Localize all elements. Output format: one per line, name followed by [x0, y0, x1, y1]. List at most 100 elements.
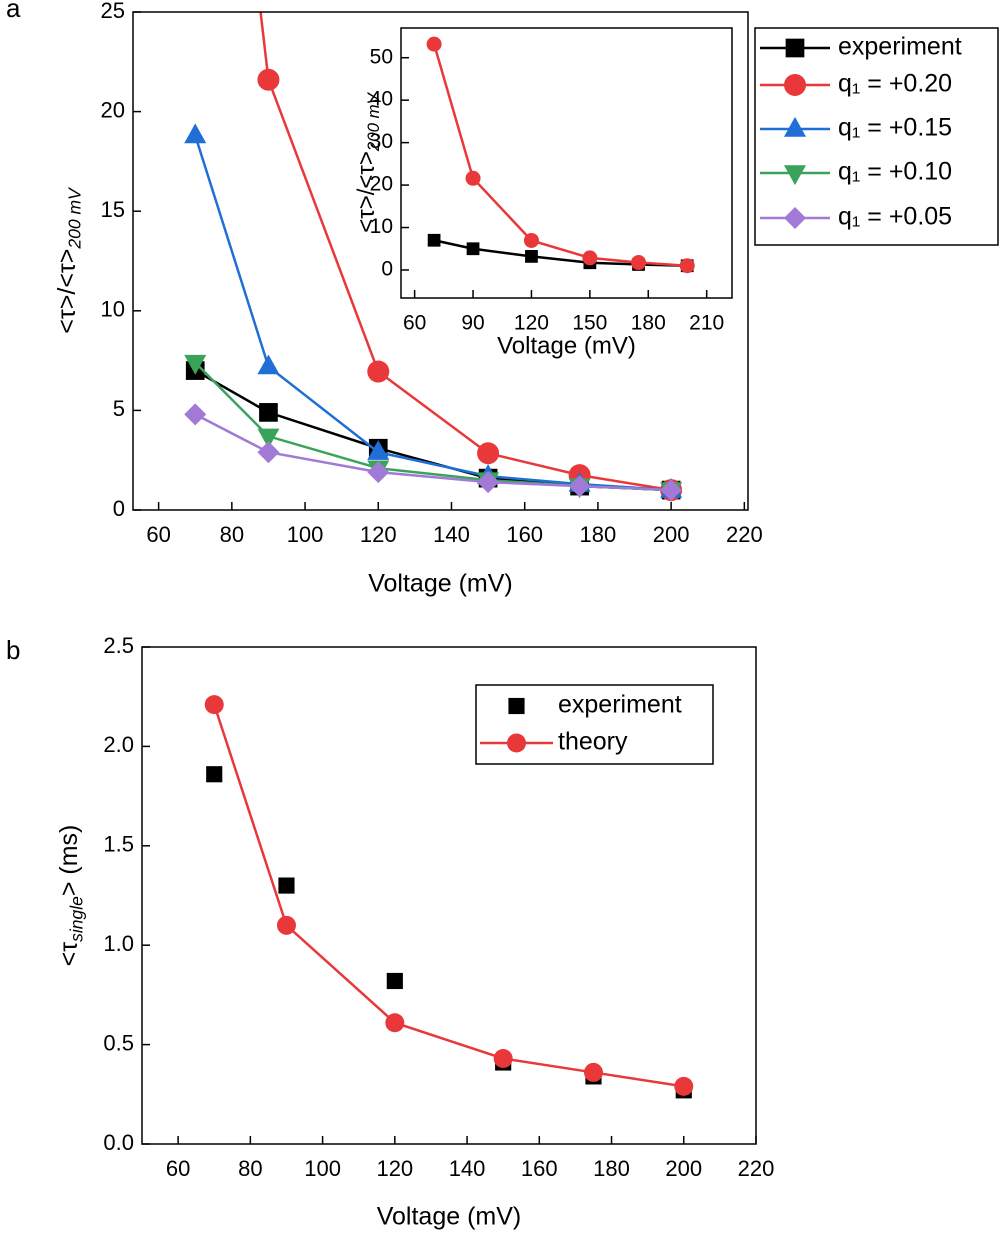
marker	[257, 354, 280, 375]
series-line	[213, 704, 684, 1088]
x-axis-label: Voltage (mV)	[497, 332, 636, 359]
plot-series	[426, 36, 695, 274]
y-axis-label-main: <τ>/<τ>	[353, 151, 380, 233]
x-tick-label: 200	[665, 1156, 702, 1181]
x-tick-label: 100	[304, 1156, 341, 1181]
marker	[466, 242, 480, 256]
marker	[679, 258, 695, 274]
marker	[257, 68, 280, 91]
panel-label: b	[6, 635, 20, 665]
marker	[631, 255, 647, 271]
y-axis-label: <τ>/<τ>200 mV	[353, 91, 383, 232]
y-tick-label: 0	[381, 258, 393, 281]
x-tick-label: 200	[653, 522, 690, 547]
marker	[582, 250, 598, 266]
legend-marker	[784, 74, 806, 96]
marker	[660, 479, 683, 502]
y-tick-label: 1.5	[103, 832, 134, 857]
marker	[184, 354, 207, 375]
x-tick-label: 120	[360, 522, 397, 547]
marker	[427, 233, 441, 247]
x-tick-label: 60	[403, 312, 426, 335]
legend-marker	[508, 697, 525, 715]
y-tick-label: 50	[370, 45, 393, 68]
y-axis-label-subscript: single	[66, 896, 86, 942]
y-tick-label: 30	[370, 130, 393, 153]
x-axis-label: Voltage (mV)	[377, 1203, 522, 1231]
x-tick-label: 80	[220, 522, 244, 547]
plot-series	[184, 12, 683, 503]
x-axis-label: Voltage (mV)	[368, 570, 513, 598]
legend-label: experiment	[558, 691, 682, 719]
legend-label: theory	[558, 728, 628, 756]
y-tick-label: 15	[101, 197, 125, 222]
y-tick-label: 40	[370, 88, 393, 111]
marker	[477, 442, 500, 465]
legend-label: q₁ = +0.15	[838, 114, 952, 142]
marker	[184, 123, 207, 144]
panel-label: a	[6, 0, 21, 23]
marker	[385, 1013, 405, 1033]
x-tick-label: 120	[376, 1156, 413, 1181]
marker	[367, 360, 390, 383]
legend-label: q₁ = +0.10	[838, 158, 952, 186]
x-tick-label: 180	[631, 312, 666, 335]
marker	[465, 170, 481, 186]
marker	[493, 1049, 513, 1069]
series-line	[432, 43, 688, 267]
y-tick-label: 25	[101, 0, 125, 23]
x-tick-label: 100	[287, 522, 324, 547]
x-tick-label: 140	[449, 1156, 486, 1181]
y-axis-label-main: <τ	[55, 942, 83, 967]
legend-marker	[507, 733, 526, 753]
x-tick-label: 140	[433, 522, 470, 547]
x-tick-label: 60	[146, 522, 170, 547]
marker	[568, 475, 591, 498]
y-axis-label-main: <τ>/<τ>	[53, 249, 81, 334]
series-line	[194, 413, 672, 492]
legend-label: experiment	[838, 33, 962, 61]
x-tick-label: 150	[572, 312, 607, 335]
y-tick-label: 0.0	[103, 1130, 134, 1155]
x-tick-label: 60	[166, 1156, 190, 1181]
x-tick-label: 90	[461, 312, 484, 335]
marker	[583, 1062, 603, 1082]
y-axis-label-subscript: 200 mV	[64, 186, 84, 250]
x-tick-label: 210	[689, 312, 724, 335]
y-tick-label: 10	[101, 297, 125, 322]
y-axis-label-subscript: 200 mV	[365, 91, 384, 152]
marker	[525, 250, 538, 263]
y-tick-label: 5	[113, 396, 125, 421]
y-axis-label: <τ>/<τ>200 mV	[53, 186, 85, 334]
y-tick-label: 0.5	[103, 1030, 134, 1055]
x-tick-label: 120	[514, 312, 549, 335]
marker	[257, 428, 280, 449]
y-tick-label: 2.0	[103, 732, 134, 757]
marker	[259, 403, 278, 422]
marker	[523, 232, 539, 248]
x-tick-label: 160	[506, 522, 543, 547]
marker	[257, 441, 280, 464]
legend-marker	[784, 165, 806, 186]
marker	[184, 403, 207, 426]
series-line	[194, 135, 672, 492]
marker	[276, 915, 296, 935]
marker	[674, 1076, 694, 1096]
y-tick-label: 2.5	[103, 633, 134, 658]
marker	[386, 972, 403, 990]
x-tick-label: 80	[238, 1156, 262, 1181]
legend-marker	[785, 38, 805, 58]
y-tick-label: 20	[370, 173, 393, 196]
y-tick-label: 1.0	[103, 931, 134, 956]
y-tick-label: 10	[370, 215, 393, 238]
plot-frame	[400, 27, 733, 299]
x-tick-label: 220	[738, 1156, 775, 1181]
legend-marker	[784, 207, 806, 229]
plot-frame	[132, 11, 749, 511]
plot-background	[401, 28, 732, 298]
legend-marker	[784, 116, 806, 137]
x-tick-label: 220	[726, 522, 763, 547]
x-tick-label: 180	[593, 1156, 630, 1181]
series-line	[433, 239, 688, 267]
